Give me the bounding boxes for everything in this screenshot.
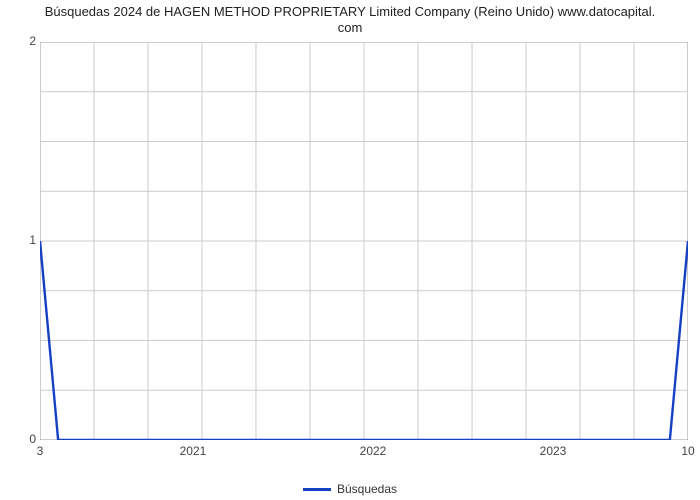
plot-svg	[40, 42, 688, 440]
legend-swatch	[303, 488, 331, 491]
x-corner-right: 10	[681, 444, 694, 458]
legend: Búsquedas	[0, 482, 700, 496]
x-tick-label: 2021	[180, 444, 207, 458]
legend-label: Búsquedas	[337, 482, 397, 496]
title-line-1: Búsquedas 2024 de HAGEN METHOD PROPRIETA…	[45, 4, 656, 19]
y-tick-label: 0	[6, 432, 36, 446]
x-tick-label: 2022	[360, 444, 387, 458]
y-tick-label: 1	[6, 233, 36, 247]
plot-area	[40, 42, 688, 440]
title-line-2: com	[338, 20, 363, 35]
chart-container: { "chart": { "type": "line", "title_line…	[0, 0, 700, 500]
y-tick-label: 2	[6, 34, 36, 48]
x-corner-left: 3	[37, 444, 44, 458]
chart-title: Búsquedas 2024 de HAGEN METHOD PROPRIETA…	[0, 4, 700, 37]
x-tick-label: 2023	[540, 444, 567, 458]
